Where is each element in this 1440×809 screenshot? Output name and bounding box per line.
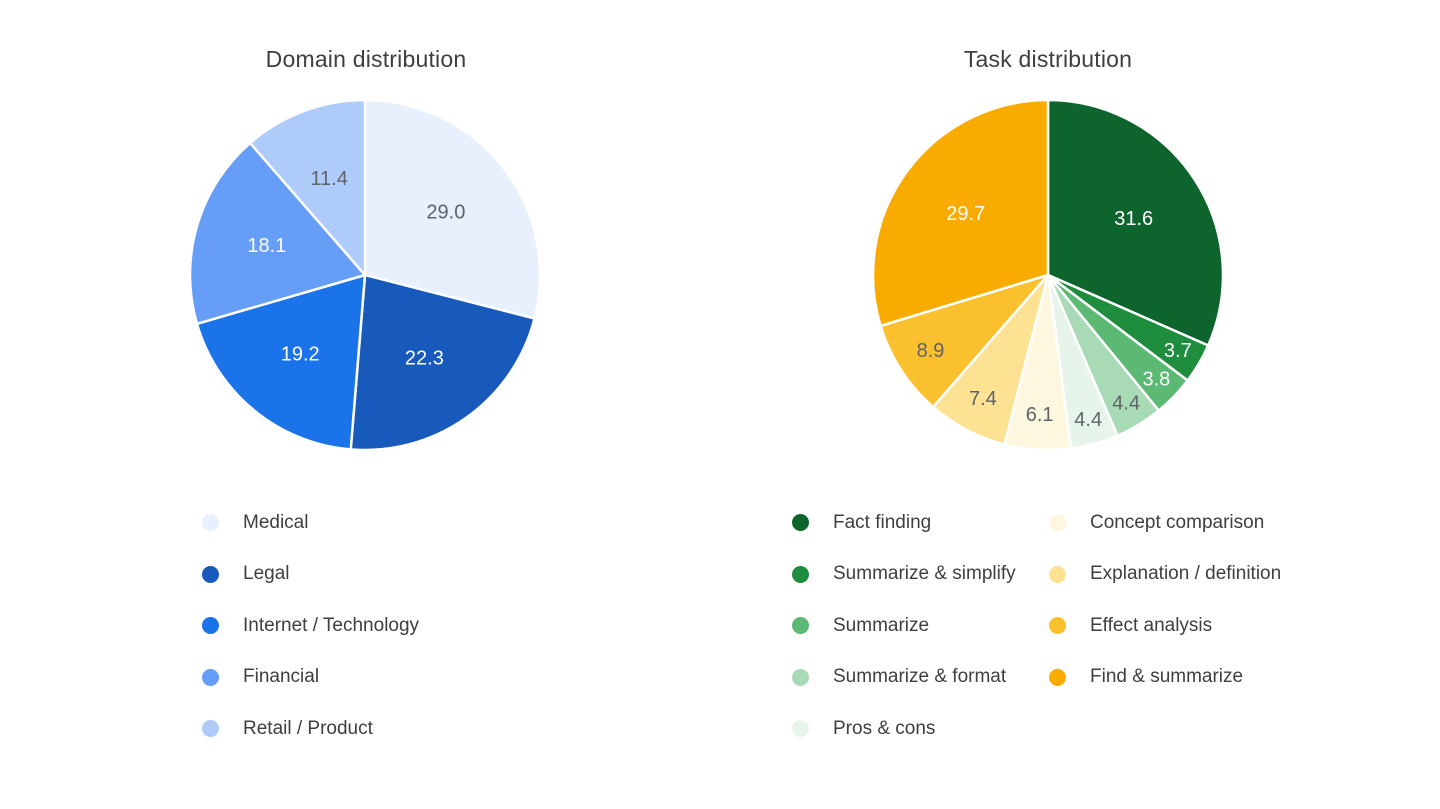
legend-label-summarize: Summarize — [833, 614, 930, 636]
slice-value-label-medical: 29.0 — [426, 201, 465, 223]
legend-label-pros-cons: Pros & cons — [833, 717, 936, 739]
legend-swatch-concept-comparison — [1049, 514, 1066, 532]
pie-slice-financial — [188, 141, 367, 326]
legend-swatch-explanation-definition — [1049, 565, 1066, 583]
legend-item-effect-analysis: Effect analysis — [1049, 600, 1281, 652]
slice-value-label-summarize-simplify: 3.7 — [1164, 340, 1192, 362]
pie-slice-medical — [363, 98, 542, 320]
pie-slice-internet-technology — [195, 273, 367, 451]
legend-item-internet-technology: Internet / Technology — [202, 600, 419, 652]
slice-value-label-financial: 18.1 — [247, 235, 286, 257]
slice-value-label-legal: 22.3 — [405, 347, 444, 369]
legend-item-retail-product: Retail / Product — [202, 703, 419, 755]
pie-slice-find-summarize — [871, 98, 1050, 328]
legend-item-legal: Legal — [202, 549, 419, 601]
legend-label-effect-analysis: Effect analysis — [1090, 614, 1213, 636]
legend-label-legal: Legal — [243, 563, 290, 585]
legend-swatch-summarize-simplify — [792, 565, 809, 583]
legend-label-financial: Financial — [243, 666, 320, 688]
task-legend-column-1: Fact finding Summarize & simplify Summariz… — [792, 497, 1016, 755]
slice-value-label-summarize: 3.8 — [1142, 368, 1170, 390]
slice-value-label-pros-cons: 4.4 — [1074, 409, 1102, 431]
legend-item-fact-finding: Fact finding — [792, 497, 1016, 549]
slice-value-label-find-summarize: 29.7 — [946, 203, 985, 225]
legend-item-summarize-format: Summarize & format — [792, 652, 1016, 704]
legend-item-pros-cons: Pros & cons — [792, 703, 1016, 755]
slice-value-label-concept-comparison: 6.1 — [1026, 404, 1054, 426]
legend-item-concept-comparison: Concept comparison — [1049, 497, 1281, 549]
legend-swatch-summarize-format — [792, 668, 809, 686]
legend-label-summarize-format: Summarize & format — [833, 666, 1007, 688]
legend-swatch-retail-product — [202, 720, 219, 738]
legend-label-explanation-definition: Explanation / definition — [1090, 563, 1282, 585]
legend-item-financial: Financial — [202, 652, 419, 704]
legend-item-medical: Medical — [202, 497, 419, 549]
legend-swatch-legal — [202, 565, 219, 583]
legend-swatch-fact-finding — [792, 514, 809, 532]
slice-value-label-explanation-definition: 7.4 — [969, 388, 997, 410]
legend-item-find-summarize: Find & summarize — [1049, 652, 1281, 704]
slice-value-label-effect-analysis: 8.9 — [917, 340, 945, 362]
legend-label-fact-finding: Fact finding — [833, 511, 932, 533]
legend-item-summarize-simplify: Summarize & simplify — [792, 549, 1016, 601]
pie-slice-retail-product — [248, 98, 367, 277]
legend-swatch-medical — [202, 514, 219, 532]
legend-item-summarize: Summarize — [792, 600, 1016, 652]
task-chart-title: Task distribution — [963, 46, 1133, 72]
slice-value-label-retail-product: 11.4 — [310, 168, 347, 190]
legend-label-concept-comparison: Concept comparison — [1090, 511, 1265, 533]
legend-swatch-effect-analysis — [1049, 617, 1066, 635]
domain-chart-title: Domain distribution — [265, 46, 467, 72]
legend-label-summarize-simplify: Summarize & simplify — [833, 563, 1016, 585]
task-pie-chart: 31.63.73.84.44.46.17.48.929.7 — [871, 98, 1225, 452]
pie-slice-effect-analysis — [879, 273, 1050, 409]
domain-legend: Medical Legal Internet / Technology Financi… — [202, 497, 419, 755]
slice-value-label-fact-finding: 31.6 — [1114, 208, 1153, 230]
slice-value-label-summarize-format: 4.4 — [1112, 393, 1140, 415]
legend-label-find-summarize: Find & summarize — [1090, 666, 1244, 688]
legend-swatch-internet-technology — [202, 617, 219, 635]
domain-pie-chart: 29.0 22.3 19.2 18.1 11.4 — [188, 98, 542, 452]
legend-swatch-financial — [202, 668, 219, 686]
legend-item-explanation-definition: Explanation / definition — [1049, 549, 1281, 601]
legend-label-retail-product: Retail / Product — [243, 717, 373, 739]
slice-value-label-internet-technology: 19.2 — [281, 343, 320, 365]
pie-slice-legal — [349, 273, 536, 452]
legend-swatch-summarize — [792, 617, 809, 635]
legend-label-internet-technology: Internet / Technology — [243, 614, 420, 636]
legend-swatch-pros-cons — [792, 720, 809, 738]
pie-slice-fact-finding — [1046, 98, 1225, 347]
task-legend-column-2: Concept comparison Explanation / definiti… — [1049, 497, 1281, 703]
legend-swatch-find-summarize — [1049, 668, 1066, 686]
legend-label-medical: Medical — [243, 511, 309, 533]
